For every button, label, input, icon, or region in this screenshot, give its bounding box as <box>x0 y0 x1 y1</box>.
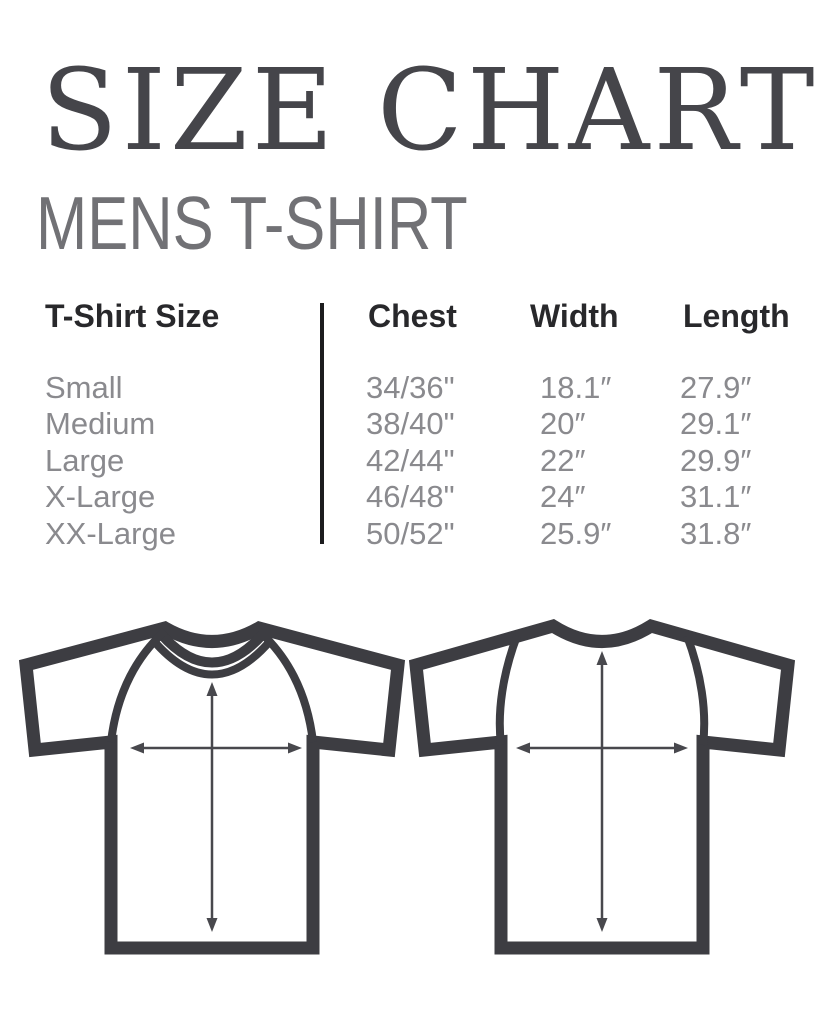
table-divider-line <box>320 303 324 544</box>
page-subtitle: MENS T-SHIRT <box>36 181 468 265</box>
front-armhole-right <box>256 628 317 743</box>
width-value: 20″ <box>540 406 586 441</box>
size-label: Large <box>45 443 125 478</box>
tshirt-front-diagram <box>18 621 406 955</box>
table-header-row: T-Shirt Size Chest Width Length <box>0 300 819 334</box>
length-value: 29.9″ <box>680 443 752 478</box>
size-label: Small <box>45 370 123 405</box>
front-armhole-left <box>107 628 168 743</box>
column-header-chest: Chest <box>368 298 457 334</box>
column-header-size: T-Shirt Size <box>45 298 220 334</box>
page-title: SIZE CHART <box>41 46 819 176</box>
length-value: 31.1″ <box>680 479 752 514</box>
chest-value: 38/40" <box>366 406 455 441</box>
back-width-arrow <box>516 742 688 754</box>
table-row: X-Large 46/48" 24″ 31.1″ <box>0 481 819 515</box>
front-width-arrow <box>130 742 302 754</box>
back-length-arrow <box>596 651 608 932</box>
size-label: XX-Large <box>45 516 176 551</box>
tshirt-back-diagram <box>408 618 796 955</box>
chest-value: 50/52" <box>366 516 455 551</box>
table-row: Medium 38/40" 20″ 29.1″ <box>0 408 819 442</box>
size-label: X-Large <box>45 479 156 514</box>
table-row: Small 34/36" 18.1″ 27.9″ <box>0 372 819 406</box>
chest-value: 34/36" <box>366 370 455 405</box>
length-value: 27.9″ <box>680 370 752 405</box>
chest-value: 46/48" <box>366 479 455 514</box>
size-label: Medium <box>45 406 156 441</box>
column-header-width: Width <box>530 298 619 334</box>
front-collar-arc-outer <box>157 630 267 668</box>
front-length-arrow <box>206 682 218 932</box>
width-value: 18.1″ <box>540 370 612 405</box>
front-collar-arc-inner <box>149 637 275 679</box>
length-value: 29.1″ <box>680 406 752 441</box>
width-value: 25.9″ <box>540 516 612 551</box>
back-armhole-left <box>495 634 521 746</box>
back-armhole-right <box>683 634 709 746</box>
table-row: Large 42/44" 22″ 29.9″ <box>0 445 819 479</box>
column-header-length: Length <box>683 298 790 334</box>
width-value: 22″ <box>540 443 586 478</box>
chest-value: 42/44" <box>366 443 455 478</box>
length-value: 31.8″ <box>680 516 752 551</box>
width-value: 24″ <box>540 479 586 514</box>
table-row: XX-Large 50/52" 25.9″ 31.8″ <box>0 518 819 552</box>
